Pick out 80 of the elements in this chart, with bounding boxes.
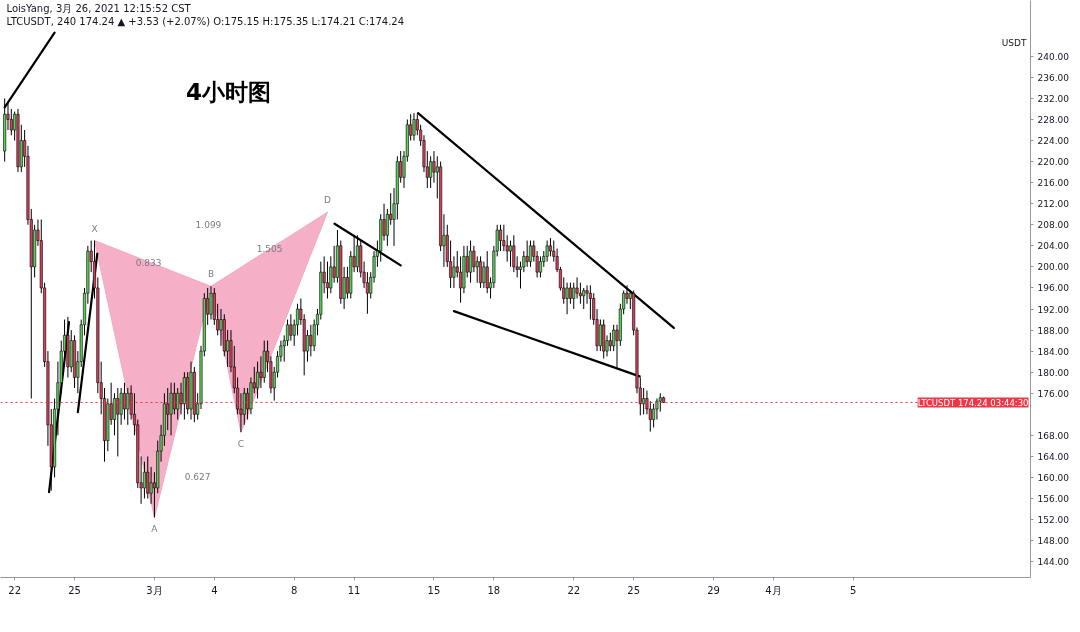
candlestick bbox=[598, 319, 602, 352]
candlestick bbox=[209, 285, 213, 321]
x-tick-label: 22 bbox=[567, 584, 581, 596]
x-tick-label: 18 bbox=[487, 584, 501, 596]
x-tick-label: 5 bbox=[850, 584, 857, 596]
candlestick bbox=[126, 387, 130, 426]
candlestick bbox=[169, 382, 173, 436]
y-tick-label: 156.00 bbox=[1037, 494, 1070, 505]
x-tick-label: 4月 bbox=[765, 584, 782, 596]
candlestick bbox=[525, 240, 529, 268]
x-tick-label: 29 bbox=[707, 584, 720, 596]
y-tick-label: 184.00 bbox=[1037, 346, 1070, 357]
x-tick-label: 8 bbox=[291, 584, 298, 596]
annotation: A bbox=[151, 524, 159, 535]
candlestick bbox=[545, 240, 549, 263]
y-tick-label: 216.00 bbox=[1037, 178, 1070, 189]
annotation: B bbox=[207, 269, 215, 280]
y-axis-title: USDT bbox=[1001, 37, 1027, 48]
candlestick bbox=[459, 255, 463, 304]
candlestick bbox=[509, 240, 513, 268]
annotation: D bbox=[324, 195, 332, 206]
y-tick-label: 204.00 bbox=[1037, 241, 1070, 252]
ref-line-label: LTCUSDT 174.24 03:44:30 bbox=[917, 397, 1029, 408]
y-tick-label: 236.00 bbox=[1037, 72, 1070, 83]
y-tick-label: 188.00 bbox=[1037, 325, 1070, 336]
candlestick bbox=[485, 250, 489, 294]
candlestick bbox=[582, 287, 586, 310]
candlestick bbox=[528, 240, 532, 268]
candlestick bbox=[122, 382, 126, 421]
y-tick-label: 180.00 bbox=[1037, 367, 1070, 378]
y-tick-label: 196.00 bbox=[1037, 283, 1070, 294]
candlestick bbox=[482, 261, 486, 289]
y-tick-label: 200.00 bbox=[1037, 262, 1070, 273]
y-tick-label: 228.00 bbox=[1037, 114, 1070, 125]
candlestick bbox=[568, 282, 572, 305]
y-tick-label: 168.00 bbox=[1037, 430, 1070, 441]
y-tick-label: 152.00 bbox=[1037, 515, 1070, 526]
candlestick bbox=[499, 224, 503, 252]
annotation: 1.099 bbox=[195, 219, 222, 230]
candlestick bbox=[452, 255, 456, 289]
annotation: X bbox=[91, 223, 98, 234]
candlestick bbox=[309, 324, 313, 357]
x-tick-label: 25 bbox=[68, 584, 81, 596]
y-tick-label: 212.00 bbox=[1037, 199, 1070, 210]
annotation: 0.627 bbox=[184, 472, 211, 483]
y-tick-label: 148.00 bbox=[1037, 536, 1070, 547]
annotation: C bbox=[237, 439, 245, 450]
y-tick-label: 220.00 bbox=[1037, 157, 1070, 168]
candlestick bbox=[608, 332, 612, 352]
y-tick-label: 144.00 bbox=[1037, 557, 1070, 568]
y-tick-label: 176.00 bbox=[1037, 388, 1070, 399]
x-tick-label: 11 bbox=[347, 584, 361, 596]
annotation: LoisYang, 3月 26, 2021 12:15:52 CST bbox=[6, 3, 192, 14]
candlestick bbox=[588, 284, 592, 321]
candlestick bbox=[116, 387, 120, 457]
candlestick bbox=[565, 282, 569, 315]
x-tick-label: 25 bbox=[627, 584, 641, 596]
y-tick-label: 208.00 bbox=[1037, 220, 1070, 231]
annotation: LTCUSDT, 240 174.24 ▲ +3.53 (+2.07%) O:175.15 H:175.35 L:174.21 C:174.24 bbox=[6, 16, 405, 27]
candlestick bbox=[146, 455, 150, 500]
candlestick bbox=[429, 155, 433, 189]
candlestick bbox=[289, 313, 293, 342]
candlestick bbox=[652, 403, 656, 428]
text: 4小时图 bbox=[185, 79, 271, 106]
y-tick-label: 232.00 bbox=[1037, 93, 1070, 104]
candlestick bbox=[479, 255, 483, 289]
y-tick-label: 240.00 bbox=[1037, 51, 1070, 62]
candlestick bbox=[172, 382, 176, 415]
y-tick-label: 164.00 bbox=[1037, 451, 1070, 462]
candlestick bbox=[512, 234, 516, 273]
candlestick bbox=[176, 387, 180, 421]
x-tick-label: 15 bbox=[427, 584, 441, 596]
candlestick bbox=[469, 240, 473, 284]
candlestick bbox=[538, 255, 542, 278]
y-tick-label: 192.00 bbox=[1037, 304, 1070, 315]
x-tick-label: 22 bbox=[8, 584, 22, 596]
x-tick-label: 3月 bbox=[146, 584, 163, 596]
x-tick-label: 4 bbox=[211, 584, 218, 596]
y-tick-label: 224.00 bbox=[1037, 136, 1070, 147]
y-tick-label: 160.00 bbox=[1037, 472, 1070, 483]
